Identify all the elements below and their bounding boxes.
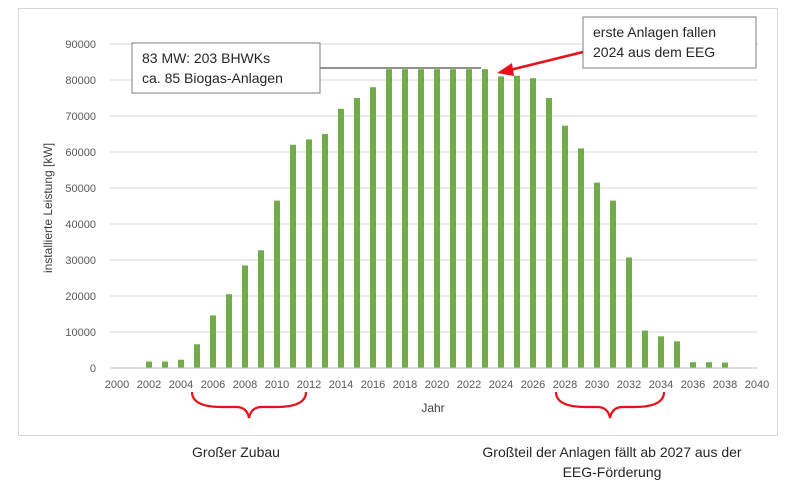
- bar: [178, 359, 184, 368]
- x-tick-label: 2040: [745, 379, 769, 391]
- bar: [322, 134, 328, 368]
- bar: [562, 125, 568, 368]
- red-arrow-shaft: [509, 50, 584, 72]
- bar: [194, 344, 200, 368]
- callout-peak-line1: 83 MW: 203 BHWKs: [142, 50, 270, 66]
- bar: [594, 182, 600, 368]
- chart-frame: [18, 8, 778, 436]
- bar: [674, 341, 680, 368]
- callout-eeg-line1: erste Anlagen fallen: [593, 24, 716, 40]
- bar: [626, 257, 632, 368]
- x-axis-ticks: 2000 2002 2004 2006 2008 2010 2012 2014 2016 2018…: [105, 379, 769, 391]
- bar: [210, 315, 216, 368]
- x-tick-label: 2014: [329, 379, 353, 391]
- x-tick-label: 2006: [201, 379, 225, 391]
- x-tick-label: 2000: [105, 379, 129, 391]
- x-tick-label: 2024: [489, 379, 513, 391]
- bar: [274, 200, 280, 368]
- bar: [498, 76, 504, 369]
- x-tick-label: 2004: [169, 379, 193, 391]
- x-tick-label: 2028: [553, 379, 577, 391]
- x-tick-label: 2012: [297, 379, 321, 391]
- callout-box-eeg: erste Anlagen fallen 2024 aus dem EEG: [582, 16, 757, 69]
- callout-eeg-line2: 2024 aus dem EEG: [593, 44, 715, 60]
- y-tick-label: 60000: [65, 147, 96, 159]
- bar: [578, 148, 584, 368]
- x-tick-label: 2032: [617, 379, 641, 391]
- bar: [290, 144, 296, 368]
- x-tick-label: 2030: [585, 379, 609, 391]
- x-tick-label: 2026: [521, 379, 545, 391]
- y-tick-label: 10000: [65, 327, 96, 339]
- y-tick-label: 70000: [65, 111, 96, 123]
- bar: [690, 362, 696, 368]
- x-tick-label: 2016: [361, 379, 385, 391]
- red-arrow-head: [497, 63, 514, 76]
- bar: [722, 362, 728, 368]
- bar: [146, 361, 152, 368]
- red-arrow: [497, 50, 584, 76]
- bar: [514, 75, 520, 369]
- bar: [338, 108, 344, 369]
- y-tick-label: 30000: [65, 255, 96, 267]
- bar: [226, 294, 232, 368]
- x-tick-label: 2022: [457, 379, 481, 391]
- bar: [434, 69, 440, 368]
- bar: [466, 69, 472, 368]
- x-tick-label: 2018: [393, 379, 417, 391]
- caption-eeg-phaseout-line1: Großteil der Anlagen fällt ab 2027 aus d…: [482, 444, 742, 460]
- x-tick-label: 2036: [681, 379, 705, 391]
- y-axis-ticks: 0 10000 20000 30000 40000 50000 60000 70000 8000…: [65, 39, 96, 375]
- caption-eeg-phaseout-line2: EEG-Förderung: [563, 464, 662, 480]
- bar: [386, 69, 392, 368]
- y-tick-label: 80000: [65, 75, 96, 87]
- y-tick-label: 20000: [65, 291, 96, 303]
- bar: [370, 87, 376, 368]
- bar: [610, 200, 616, 368]
- y-tick-label: 50000: [65, 183, 96, 195]
- x-axis-title: Jahr: [421, 401, 444, 415]
- caption-large-expansion: Großer Zubau: [192, 444, 280, 460]
- bar: [530, 78, 536, 368]
- bar: [450, 69, 456, 368]
- bar: [402, 69, 408, 368]
- bar: [306, 139, 312, 368]
- x-tick-label: 2020: [425, 379, 449, 391]
- bar: [162, 361, 168, 368]
- bar-series: [146, 69, 728, 369]
- bar: [642, 330, 648, 368]
- bar: [706, 362, 712, 368]
- y-tick-label: 0: [90, 363, 96, 375]
- brace-right: [554, 391, 666, 419]
- bar: [354, 98, 360, 368]
- bar: [546, 98, 552, 368]
- callout-peak-line2: ca. 85 Biogas-Anlagen: [142, 70, 283, 86]
- callout-box-peak-frame: [131, 42, 321, 94]
- x-tick-label: 2010: [265, 379, 289, 391]
- bar: [418, 69, 424, 368]
- callout-box-peak: 83 MW: 203 BHWKs ca. 85 Biogas-Anlagen: [131, 42, 321, 94]
- brace-left: [190, 391, 308, 419]
- x-tick-label: 2038: [713, 379, 737, 391]
- bar: [482, 69, 488, 368]
- bar: [258, 250, 264, 368]
- callout-box-eeg-frame: [582, 16, 757, 69]
- bar: [658, 336, 664, 368]
- y-axis-title: installierte Leistung [kW]: [41, 143, 55, 273]
- y-tick-label: 40000: [65, 219, 96, 231]
- y-tick-label: 90000: [65, 39, 96, 51]
- bar: [242, 265, 248, 368]
- x-tick-label: 2034: [649, 379, 673, 391]
- x-tick-label: 2008: [233, 379, 257, 391]
- x-tick-label: 2002: [137, 379, 161, 391]
